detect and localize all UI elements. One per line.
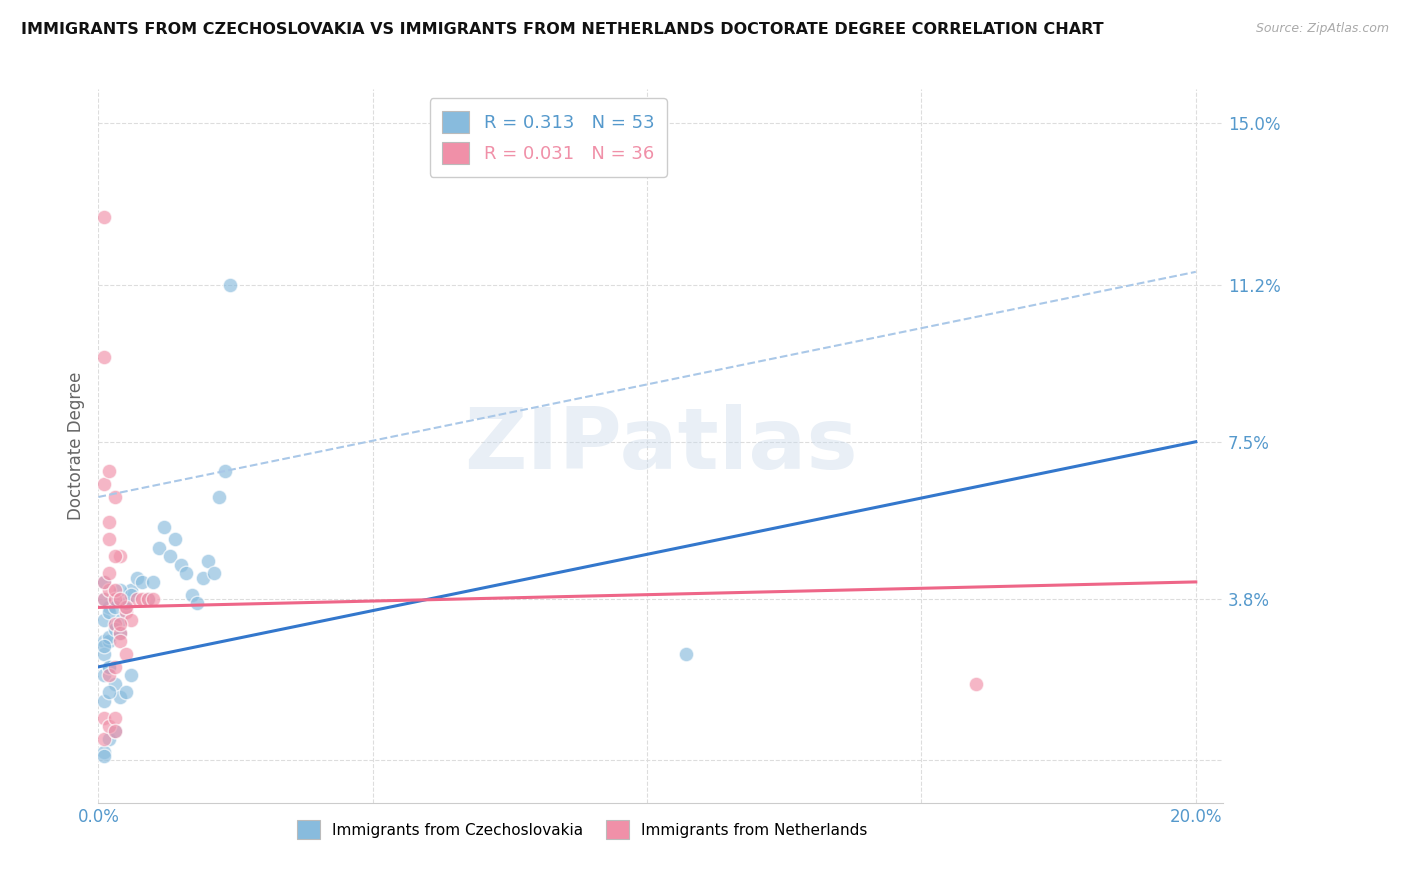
Point [115, 596, 138, 610]
Point [98, 533, 121, 547]
Point [98, 516, 121, 530]
Point [93, 350, 115, 364]
Point [98, 465, 121, 479]
Point [93, 749, 115, 764]
Point [104, 711, 127, 725]
Point [115, 647, 138, 661]
Point [104, 677, 127, 691]
Point [104, 723, 127, 738]
Point [93, 732, 115, 747]
Point [110, 583, 132, 598]
Point [219, 277, 242, 292]
Legend: Immigrants from Czechoslovakia, Immigrants from Netherlands: Immigrants from Czechoslovakia, Immigran… [291, 814, 873, 845]
Point [110, 617, 132, 632]
Point [197, 554, 219, 568]
Point [98, 719, 121, 733]
Y-axis label: Doctorate Degree: Doctorate Degree [66, 372, 84, 520]
Point [93, 634, 115, 648]
Point [98, 605, 121, 619]
Point [93, 613, 115, 627]
Point [120, 613, 142, 627]
Text: IMMIGRANTS FROM CZECHOSLOVAKIA VS IMMIGRANTS FROM NETHERLANDS DOCTORATE DEGREE C: IMMIGRANTS FROM CZECHOSLOVAKIA VS IMMIGR… [21, 22, 1104, 37]
Point [93, 647, 115, 661]
Point [93, 591, 115, 606]
Point [174, 566, 197, 581]
Point [93, 668, 115, 682]
Point [208, 490, 231, 504]
Point [98, 634, 121, 648]
Point [131, 574, 153, 589]
Point [104, 617, 127, 632]
Point [110, 634, 132, 648]
Point [104, 622, 127, 636]
Point [148, 541, 170, 555]
Point [142, 591, 165, 606]
Point [142, 574, 165, 589]
Point [125, 571, 148, 585]
Point [93, 694, 115, 708]
Point [110, 626, 132, 640]
Point [104, 617, 127, 632]
Point [202, 566, 225, 581]
Point [115, 600, 138, 615]
Point [186, 596, 208, 610]
Text: Source: ZipAtlas.com: Source: ZipAtlas.com [1256, 22, 1389, 36]
Point [104, 549, 127, 564]
Point [115, 600, 138, 615]
Point [120, 583, 142, 598]
Point [675, 647, 697, 661]
Point [104, 723, 127, 738]
Point [98, 732, 121, 747]
Text: ZIPatlas: ZIPatlas [464, 404, 858, 488]
Point [153, 519, 176, 533]
Point [93, 574, 115, 589]
Point [120, 588, 142, 602]
Point [98, 660, 121, 674]
Point [965, 677, 987, 691]
Point [104, 591, 127, 606]
Point [136, 591, 159, 606]
Point [104, 490, 127, 504]
Point [110, 549, 132, 564]
Point [104, 583, 127, 598]
Point [125, 591, 148, 606]
Point [98, 600, 121, 615]
Point [120, 668, 142, 682]
Point [165, 533, 187, 547]
Point [93, 477, 115, 491]
Point [180, 588, 202, 602]
Point [110, 626, 132, 640]
Point [98, 660, 121, 674]
Point [93, 745, 115, 759]
Point [170, 558, 193, 572]
Point [98, 566, 121, 581]
Point [98, 630, 121, 644]
Point [93, 210, 115, 224]
Point [104, 600, 127, 615]
Point [110, 690, 132, 704]
Point [93, 574, 115, 589]
Point [93, 639, 115, 653]
Point [104, 591, 127, 606]
Point [214, 465, 236, 479]
Point [93, 591, 115, 606]
Point [115, 685, 138, 699]
Point [98, 583, 121, 598]
Point [104, 660, 127, 674]
Point [98, 668, 121, 682]
Point [191, 571, 214, 585]
Point [136, 591, 159, 606]
Point [110, 613, 132, 627]
Point [93, 711, 115, 725]
Point [98, 685, 121, 699]
Point [110, 591, 132, 606]
Point [159, 549, 181, 564]
Point [131, 591, 153, 606]
Point [115, 605, 138, 619]
